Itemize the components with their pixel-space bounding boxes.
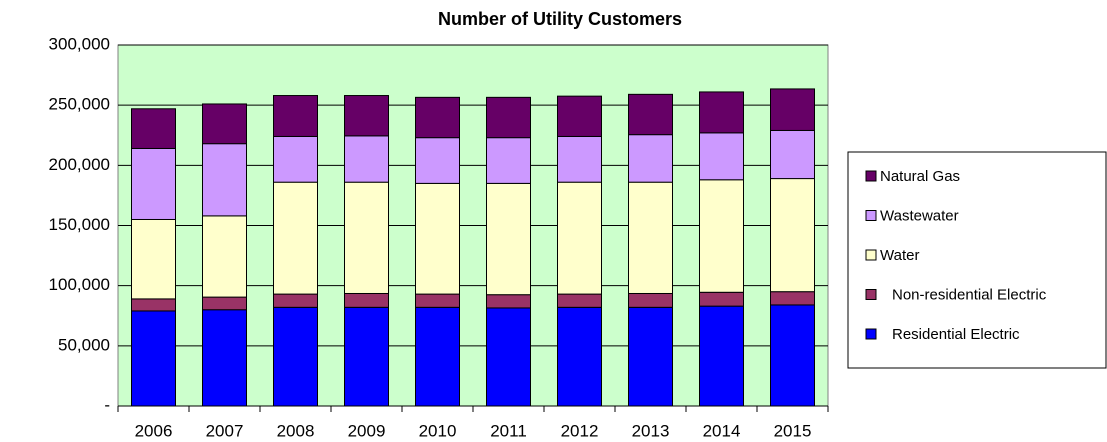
bar-segment <box>273 293 318 308</box>
bar-segment <box>344 135 389 183</box>
bar-segment <box>273 306 318 407</box>
legend-label: Natural Gas <box>880 168 960 185</box>
bar-segment <box>202 309 247 407</box>
bar-segment <box>344 181 389 294</box>
bar-segment <box>557 306 602 407</box>
x-tick-label: 2009 <box>348 421 386 440</box>
bar-segment <box>628 181 673 294</box>
bar-segment <box>770 129 815 180</box>
bar-segment <box>202 296 247 311</box>
bar-segment <box>486 137 531 184</box>
bar-segment <box>770 304 815 407</box>
y-tick-label: 300,000 <box>49 34 110 53</box>
legend-swatch <box>865 170 877 182</box>
bar-segment <box>557 293 602 308</box>
bar-segment <box>131 298 176 312</box>
legend-label: Non-residential Electric <box>892 286 1047 303</box>
bar-segment <box>131 310 176 407</box>
bar-segment <box>344 95 389 137</box>
bar-segment <box>557 95 602 137</box>
bar-segment <box>699 305 744 407</box>
bar-segment <box>699 91 744 134</box>
legend-swatch <box>865 289 877 300</box>
legend-swatch <box>865 210 877 221</box>
x-tick-label: 2007 <box>206 421 244 440</box>
y-tick-label: - <box>104 395 110 414</box>
bar-segment <box>699 179 744 293</box>
bar-segment <box>628 306 673 407</box>
legend-swatch <box>865 328 877 340</box>
bar-segment <box>415 96 460 139</box>
legend <box>847 151 1107 369</box>
x-tick-label: 2015 <box>774 421 812 440</box>
bar-segment <box>486 182 531 296</box>
legend-label: Residential Electric <box>892 326 1020 343</box>
bar-segment <box>415 182 460 295</box>
x-tick-label: 2008 <box>277 421 315 440</box>
legend-label: Water <box>880 247 919 264</box>
bar-segment <box>699 132 744 181</box>
bar-segment <box>273 135 318 183</box>
bar-segment <box>628 134 673 183</box>
bar-segment <box>486 96 531 139</box>
bar-segment <box>699 291 744 307</box>
y-tick-label: 250,000 <box>49 95 110 114</box>
bar-segment <box>557 135 602 183</box>
x-tick-label: 2013 <box>632 421 670 440</box>
x-tick-label: 2014 <box>703 421 741 440</box>
bar-segment <box>344 306 389 407</box>
bar-segment <box>273 95 318 137</box>
x-tick-label: 2012 <box>561 421 599 440</box>
legend-label: Wastewater <box>880 207 959 224</box>
bar-segment <box>415 137 460 184</box>
bar-segment <box>486 294 531 309</box>
x-tick-label: 2010 <box>419 421 457 440</box>
bar-segment <box>344 292 389 308</box>
bar-segment <box>131 108 176 149</box>
y-tick-label: 150,000 <box>49 215 110 234</box>
bar-segment <box>557 181 602 295</box>
x-tick-label: 2006 <box>135 421 173 440</box>
bar-segment <box>415 306 460 407</box>
bar-segment <box>770 178 815 293</box>
bar-segment <box>273 181 318 295</box>
bar-segment <box>628 292 673 308</box>
x-tick-label: 2011 <box>490 421 527 440</box>
bar-segment <box>202 215 247 298</box>
y-tick-label: 100,000 <box>49 275 110 294</box>
bar-segment <box>415 293 460 308</box>
bar-segment <box>202 103 247 145</box>
chart-title: Number of Utility Customers <box>438 9 682 29</box>
bar-segment <box>202 143 247 217</box>
bar-segment <box>131 147 176 220</box>
bar-segment <box>486 307 531 407</box>
bar-segment <box>628 93 673 136</box>
legend-swatch <box>865 249 877 261</box>
bar-segment <box>770 291 815 306</box>
y-tick-label: 50,000 <box>58 335 110 354</box>
y-tick-label: 200,000 <box>49 155 110 174</box>
bar-segment <box>770 88 815 131</box>
bar-segment <box>131 218 176 300</box>
